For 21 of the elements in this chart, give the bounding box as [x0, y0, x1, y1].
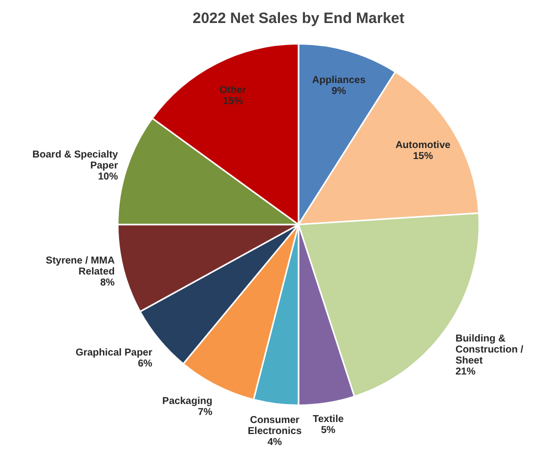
slice-label: Building & Construction / Sheet [455, 333, 524, 366]
slice-label: Automotive [395, 140, 451, 152]
data-label: 8% [100, 277, 115, 288]
slice-label: Textile [312, 414, 344, 426]
slice-label: Graphical Paper [76, 348, 152, 359]
slice-label: Board & Specialty Paper [32, 150, 118, 172]
slice-label: Appliances [312, 74, 366, 86]
data-label: 15% [412, 151, 434, 162]
slice-label: Other [220, 84, 246, 96]
data-label: 9% [332, 86, 346, 97]
data-label: 7% [198, 406, 212, 418]
chart-title: 2022 Net Sales by End Market [192, 10, 404, 28]
data-label: 15% [222, 96, 243, 107]
slice-label: Styrene / MMA Related [46, 255, 115, 278]
slice-label: Packaging [162, 396, 212, 407]
data-label: 6% [138, 358, 152, 370]
slice-label: Consumer Electronics [248, 415, 302, 438]
data-label: 10% [98, 172, 118, 183]
data-label: 21% [455, 366, 476, 378]
data-label: 5% [320, 425, 336, 436]
data-label: 4% [267, 437, 282, 448]
